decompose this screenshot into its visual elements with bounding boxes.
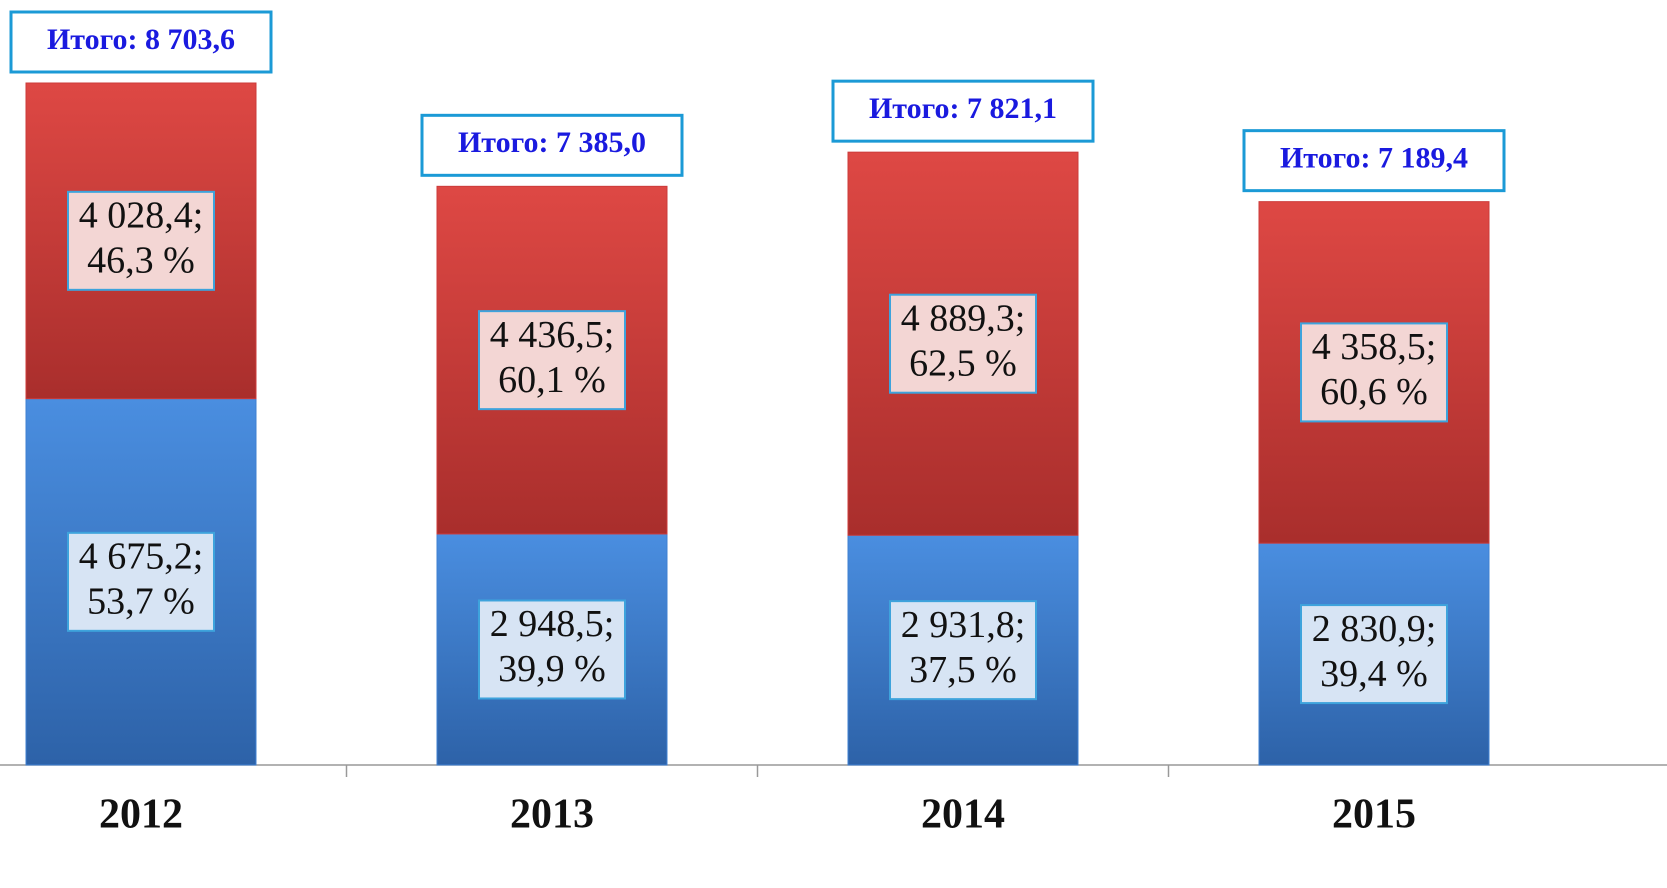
x-tick-label: 2013 bbox=[510, 792, 594, 838]
share-label: 39,9 % bbox=[498, 648, 606, 690]
total-box bbox=[831, 79, 1095, 143]
share-label: 60,1 % bbox=[498, 359, 606, 401]
x-tick-label: 2012 bbox=[99, 792, 183, 838]
share-label: 60,6 % bbox=[1320, 371, 1428, 413]
value-label: 2 948,5; bbox=[490, 603, 615, 645]
total-box bbox=[9, 10, 273, 74]
share-label: 37,5 % bbox=[909, 649, 1017, 691]
share-label: 53,7 % bbox=[87, 581, 195, 623]
label-box bbox=[889, 600, 1037, 701]
share-label: 46,3 % bbox=[87, 240, 195, 282]
total-box bbox=[420, 113, 684, 177]
x-tick-label: 2015 bbox=[1332, 792, 1416, 838]
value-label: 2 830,9; bbox=[1312, 608, 1437, 650]
label-box bbox=[478, 599, 626, 700]
share-label: 62,5 % bbox=[909, 342, 1017, 384]
total-label: Итого: 8 703,6 bbox=[47, 23, 235, 56]
value-label: 2 931,8; bbox=[901, 604, 1026, 646]
value-label: 4 028,4; bbox=[79, 195, 204, 237]
value-label: 4 358,5; bbox=[1312, 326, 1437, 368]
total-label: Итого: 7 385,0 bbox=[458, 126, 646, 159]
label-box bbox=[67, 531, 215, 632]
label-box bbox=[1300, 322, 1448, 423]
x-tick-label: 2014 bbox=[921, 792, 1005, 838]
label-box bbox=[478, 310, 626, 411]
label-box bbox=[889, 293, 1037, 394]
label-box bbox=[67, 190, 215, 291]
total-label: Итого: 7 821,1 bbox=[869, 92, 1057, 125]
value-label: 4 889,3; bbox=[901, 297, 1026, 339]
bar-segment bbox=[847, 534, 1079, 766]
share-label: 39,4 % bbox=[1320, 653, 1428, 695]
total-label: Итого: 7 189,4 bbox=[1280, 142, 1468, 175]
value-label: 4 436,5; bbox=[490, 314, 615, 356]
label-box bbox=[1300, 604, 1448, 705]
value-label: 4 675,2; bbox=[79, 536, 204, 578]
total-box bbox=[1242, 129, 1506, 193]
